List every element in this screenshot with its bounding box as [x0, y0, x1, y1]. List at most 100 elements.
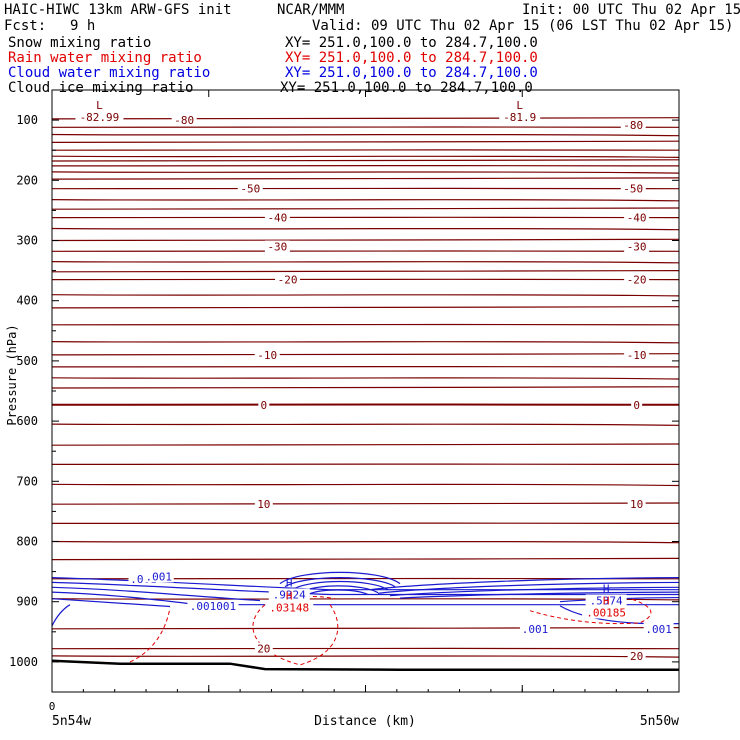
temperature-isotherm — [52, 306, 679, 309]
extremum-label-bg — [499, 111, 541, 124]
temperature-label: 0 — [633, 399, 640, 412]
temperature-isotherm — [52, 216, 679, 219]
temperature-label-bg — [258, 398, 270, 411]
temperature-label-bg — [620, 118, 646, 131]
temperature-isotherm — [52, 403, 679, 407]
extremum-label-bg — [75, 111, 124, 124]
temperature-isotherm — [52, 423, 679, 426]
cloud-water-label-bg — [643, 622, 674, 635]
field-name-cloud-water: Cloud water mixing ratio — [8, 65, 211, 81]
temperature-label-bg — [264, 240, 290, 253]
field-xy-cloud-water: XY= 251.0,100.0 to 284.7,100.0 — [285, 65, 538, 81]
temperature-isotherm — [52, 159, 679, 163]
terrain-line — [52, 659, 679, 671]
temperature-label: 20 — [630, 650, 643, 663]
extremum-value: .5374 — [590, 594, 623, 607]
plot-frame — [51, 89, 680, 693]
y-tick-label: 900 — [16, 595, 38, 609]
cloud-water-contour — [389, 586, 679, 597]
cloud-water-contour — [377, 581, 679, 594]
cloud-water-label-bg — [143, 570, 174, 583]
extremum-label-bg — [265, 601, 314, 614]
temperature-label: -50 — [623, 183, 643, 196]
cloud-water-label-bg — [187, 599, 239, 612]
temperature-isotherm — [52, 443, 679, 447]
temperature-label: -80 — [623, 119, 643, 132]
extremum-marker: H — [603, 582, 610, 595]
temperature-isotherm — [52, 207, 679, 211]
forecast-label: Fcst: — [4, 18, 47, 34]
cloud-water-label: .001 — [645, 623, 672, 636]
temperature-label-bg — [624, 211, 650, 224]
temperature-isotherm — [52, 365, 679, 368]
temperature-isotherm — [52, 177, 679, 181]
temperature-label: -30 — [267, 241, 287, 254]
extremum-label-bg — [268, 588, 310, 601]
temperature-label: -50 — [240, 183, 260, 196]
field-name-cloud-ice: Cloud ice mixing ratio — [8, 80, 194, 96]
extremum-label-bg — [582, 606, 631, 619]
temperature-label: -10 — [627, 349, 647, 362]
cloud-water-label: .001 — [522, 623, 549, 636]
cloud-water-contour — [369, 577, 679, 591]
y-tick-label: 300 — [16, 234, 38, 248]
temperature-isotherm — [52, 155, 679, 158]
y-axis-label: Pressure (hPa) — [5, 324, 19, 425]
temperature-label-bg — [624, 348, 650, 361]
temperature-isotherm — [52, 655, 679, 658]
temperature-label-bg — [624, 240, 650, 253]
y-tick-label: 200 — [16, 173, 38, 187]
extremum-value: .03148 — [269, 602, 309, 615]
temperature-label-bg — [631, 398, 643, 411]
field-xy-snow: XY= 251.0,100.0 to 284.7,100.0 — [285, 35, 538, 51]
field-xy-cloud-ice: XY= 251.0,100.0 to 284.7,100.0 — [280, 80, 533, 96]
temperature-isotherm — [52, 294, 679, 297]
extremum-marker: L — [516, 99, 523, 112]
extremum-value: -81.9 — [503, 111, 536, 124]
temperature-label-bg — [620, 182, 646, 195]
temperature-isotherm — [52, 149, 679, 152]
temperature-isotherm — [52, 557, 679, 561]
temperature-isotherm — [52, 133, 679, 137]
temperature-label-bg — [627, 498, 646, 511]
temperature-label-bg — [254, 642, 273, 655]
temperature-isotherm — [52, 269, 679, 273]
cloud-water-contour — [307, 589, 369, 596]
temperature-isotherm — [52, 386, 679, 390]
temperature-isotherm — [52, 171, 679, 174]
surface-line — [52, 659, 679, 671]
y-tick-label: 700 — [16, 474, 38, 488]
chart-title: HAIC-HIWC 13km ARW-GFS init — [4, 2, 232, 18]
extremum-marker: H — [286, 576, 293, 589]
init-time: Init: 00 UTC Thu 02 Apr 15 — [522, 2, 740, 18]
temperature-isotherm — [52, 483, 679, 487]
cloud-water-contour — [52, 586, 261, 602]
temperature-label: 10 — [630, 498, 643, 511]
temperature-isotherm — [52, 502, 679, 506]
organization-label: NCAR/MMM — [277, 2, 345, 18]
temperature-label-bg — [171, 114, 197, 127]
extremum-label-bg — [585, 594, 627, 607]
temperature-isotherm — [52, 522, 679, 525]
temperature-label: 10 — [257, 498, 270, 511]
temperature-label-bg — [264, 211, 290, 224]
rain-contours — [129, 595, 652, 666]
cloud-water-label: .001 — [146, 570, 173, 583]
extremum-value: .00185 — [586, 607, 626, 620]
y-tick-label: 600 — [16, 414, 38, 428]
cloud-water-contour — [52, 604, 71, 627]
cloud-water-label: .001001 — [190, 600, 236, 613]
temperature-isotherm — [52, 164, 679, 167]
rain-contour — [252, 604, 339, 666]
cloud-water-contour — [284, 577, 396, 588]
cloud-water-contour — [399, 591, 679, 599]
temperature-label-bg — [624, 273, 650, 286]
cloud-water-contour — [279, 571, 401, 585]
temperature-isotherm — [52, 238, 679, 242]
temperature-label: 0 — [261, 399, 268, 412]
temperature-label: -40 — [627, 212, 647, 225]
temperature-label-bg — [627, 649, 646, 662]
rain-contour — [529, 598, 652, 625]
